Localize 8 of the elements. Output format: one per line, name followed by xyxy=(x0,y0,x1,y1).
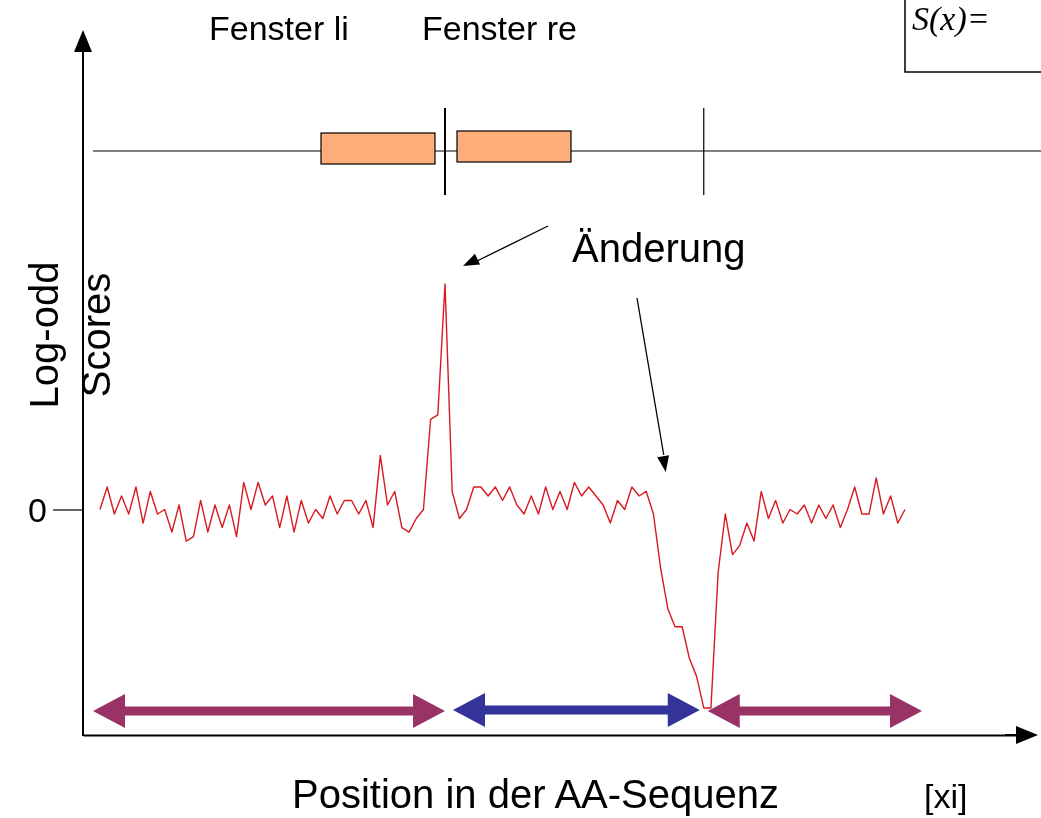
y-axis-title: Log-odd Scores xyxy=(22,261,118,409)
text: 0 xyxy=(28,491,47,529)
text: S(x)= xyxy=(912,0,990,38)
text: Fenster re xyxy=(422,9,577,47)
text: [xi] xyxy=(924,777,968,815)
text: Fenster li xyxy=(209,9,349,47)
text: Änderung xyxy=(572,226,746,270)
x-axis-title: Position in der AA-Sequenz xyxy=(292,772,779,816)
